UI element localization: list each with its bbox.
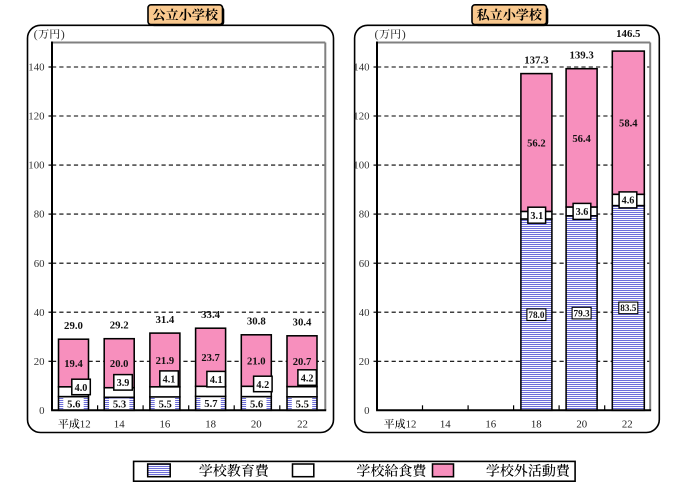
svg-text:3.9: 3.9 — [117, 378, 130, 389]
svg-text:120: 120 — [28, 111, 44, 123]
svg-text:20: 20 — [359, 356, 370, 368]
svg-text:33.4: 33.4 — [201, 309, 220, 321]
svg-text:18: 18 — [205, 418, 216, 430]
svg-text:(: ( — [34, 27, 38, 41]
svg-text:12: 12 — [406, 418, 417, 430]
svg-text:5.7: 5.7 — [204, 399, 218, 410]
svg-text:4.2: 4.2 — [301, 373, 314, 384]
svg-text:22: 22 — [622, 418, 633, 430]
svg-text:100: 100 — [28, 160, 44, 172]
svg-text:14: 14 — [440, 418, 451, 430]
svg-text:4.2: 4.2 — [256, 380, 269, 391]
svg-text:4.1: 4.1 — [210, 375, 223, 386]
svg-text:140: 140 — [353, 62, 369, 74]
svg-text:3.6: 3.6 — [576, 207, 589, 218]
svg-text:80: 80 — [359, 209, 370, 221]
svg-text:4.6: 4.6 — [622, 196, 635, 207]
svg-text:5.6: 5.6 — [250, 399, 263, 410]
svg-text:20: 20 — [576, 418, 587, 430]
svg-text:60: 60 — [359, 258, 370, 270]
svg-text:100: 100 — [353, 160, 369, 172]
svg-text:23.7: 23.7 — [201, 353, 220, 364]
svg-text:83.5: 83.5 — [620, 303, 636, 313]
svg-text:58.4: 58.4 — [619, 119, 638, 130]
svg-text:79.3: 79.3 — [574, 308, 590, 318]
svg-text:): ) — [402, 27, 406, 41]
svg-text:29.0: 29.0 — [64, 320, 83, 332]
svg-text:78.0: 78.0 — [528, 310, 544, 320]
svg-text:21.9: 21.9 — [156, 356, 175, 367]
svg-text:30.8: 30.8 — [247, 316, 266, 328]
svg-text:14: 14 — [114, 418, 125, 430]
svg-text:20.7: 20.7 — [293, 357, 312, 368]
svg-text:0: 0 — [39, 405, 44, 417]
svg-text:140: 140 — [28, 62, 44, 74]
svg-text:40: 40 — [34, 307, 45, 319]
svg-text:139.3: 139.3 — [569, 50, 594, 62]
svg-text:19.4: 19.4 — [64, 359, 83, 370]
svg-text:16: 16 — [485, 418, 496, 430]
svg-text:21.0: 21.0 — [247, 357, 266, 368]
svg-text:4.1: 4.1 — [163, 374, 176, 385]
svg-text:5.5: 5.5 — [296, 400, 309, 411]
svg-text:22: 22 — [297, 418, 308, 430]
svg-text:18: 18 — [531, 418, 542, 430]
svg-text:31.4: 31.4 — [155, 314, 174, 326]
svg-text:80: 80 — [34, 209, 45, 221]
svg-text:): ) — [61, 27, 65, 41]
svg-text:12: 12 — [80, 418, 91, 430]
svg-text:5.6: 5.6 — [67, 399, 80, 410]
svg-text:4.0: 4.0 — [75, 383, 88, 394]
svg-text:20: 20 — [251, 418, 262, 430]
svg-text:20: 20 — [34, 356, 45, 368]
svg-text:40: 40 — [359, 307, 370, 319]
svg-text:60: 60 — [34, 258, 45, 270]
svg-text:3.1: 3.1 — [530, 211, 543, 222]
svg-text:0: 0 — [364, 405, 369, 417]
svg-text:5.3: 5.3 — [113, 400, 126, 411]
svg-text:20.0: 20.0 — [110, 359, 129, 370]
svg-text:29.2: 29.2 — [110, 320, 129, 332]
svg-text:137.3: 137.3 — [524, 54, 549, 66]
svg-text:16: 16 — [160, 418, 171, 430]
svg-text:146.5: 146.5 — [616, 28, 640, 40]
svg-text:30.4: 30.4 — [293, 317, 312, 329]
svg-text:120: 120 — [353, 111, 369, 123]
svg-text:56.4: 56.4 — [572, 134, 591, 145]
svg-text:5.5: 5.5 — [159, 400, 172, 411]
svg-text:56.2: 56.2 — [527, 139, 546, 150]
svg-text:(: ( — [375, 27, 379, 41]
